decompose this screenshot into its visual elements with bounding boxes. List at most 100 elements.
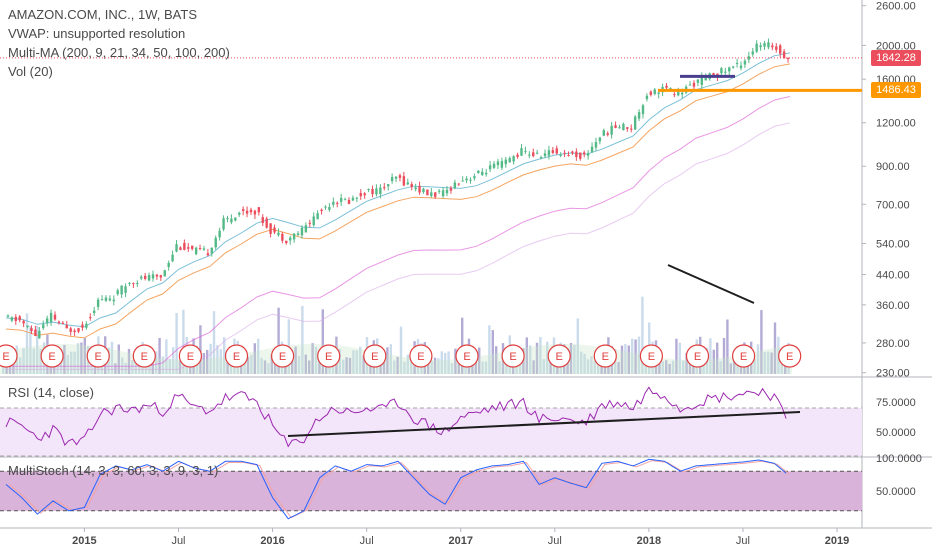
indicator-vwap-label: VWAP: unsupported resolution (8, 26, 186, 41)
volume-bar (250, 354, 253, 374)
volume-bar (369, 363, 372, 374)
candle-body (735, 62, 739, 64)
candle-body (504, 159, 507, 165)
volume-bar (314, 346, 318, 374)
candle-body (606, 133, 609, 135)
candle-body (163, 270, 166, 277)
candle-body (477, 170, 480, 173)
volume-bar (773, 322, 777, 374)
candle-body (543, 153, 547, 157)
candle-body (555, 148, 558, 154)
candle-body (575, 151, 578, 158)
volume-bar (389, 344, 392, 374)
volume-bar (127, 348, 131, 374)
volume-bar (294, 346, 297, 374)
earnings-marker (363, 344, 387, 368)
candle-body (85, 323, 88, 328)
volume-bar (70, 351, 73, 374)
candle-body (496, 161, 500, 166)
candle-body (132, 283, 135, 285)
volume-bar (481, 361, 484, 374)
volume-bar (308, 360, 311, 374)
candle-body (77, 328, 80, 332)
candle-body (151, 274, 155, 279)
indicator-multi-ma-label: Multi-MA (200, 9, 21, 34, 50, 100, 200) (8, 45, 230, 60)
candle-body (618, 127, 621, 129)
time-tick-label: 2017 (448, 535, 472, 547)
candle-body (430, 192, 433, 196)
candle-body (214, 237, 217, 248)
candle-body (296, 233, 300, 235)
rsi-tick-label: 50.0000 (876, 427, 916, 439)
candle-body (65, 325, 68, 329)
candle-body (167, 262, 170, 268)
candle-body (191, 245, 194, 249)
candle-body (418, 185, 421, 193)
earnings-marker (639, 344, 664, 368)
candle-body (508, 158, 511, 163)
earnings-marker (409, 344, 433, 368)
candle-body (641, 105, 645, 115)
candle-body (524, 150, 527, 152)
candle-body (590, 146, 594, 153)
volume-bar (131, 359, 134, 374)
volume-bar (212, 311, 216, 374)
volume-bar (484, 361, 488, 374)
candle-body (598, 137, 602, 142)
volume-bar (359, 346, 362, 374)
earnings-marker (455, 344, 479, 368)
volume-bar (430, 361, 433, 374)
volume-bar (386, 347, 389, 374)
volume-bar (226, 353, 229, 374)
candle-body (324, 206, 327, 208)
time-tick-label: Jul (171, 535, 185, 547)
candle-body (649, 91, 653, 95)
time-tick-label: 2019 (825, 535, 849, 547)
candle-body (492, 163, 496, 168)
candle-body (633, 116, 637, 130)
volume-bar (110, 341, 114, 374)
candle-body (312, 216, 315, 226)
time-tick-label: 2018 (637, 535, 661, 547)
volume-bar (668, 363, 671, 374)
volume-bar (406, 354, 409, 374)
candle-body (394, 176, 398, 179)
volume-bar (257, 338, 260, 374)
candle-body (528, 154, 531, 156)
candle-body (653, 89, 656, 95)
candle-body (677, 91, 680, 96)
earnings-marker (132, 344, 156, 368)
candle-body (218, 230, 221, 238)
candle-body (96, 299, 100, 307)
candle-body (289, 237, 292, 241)
candle-body (406, 182, 409, 185)
candle-body (500, 161, 504, 168)
volume-bar (338, 348, 341, 374)
candle-body (759, 45, 762, 48)
candle-body (108, 298, 112, 301)
volume-bar (311, 343, 314, 374)
volume-ma-area (0, 344, 792, 374)
candle-body (539, 157, 543, 159)
candle-body (116, 290, 119, 295)
candle-body (359, 193, 362, 197)
price-tick-label: 2600.00 (876, 1, 916, 13)
candle-body (81, 324, 84, 328)
candle-body (300, 227, 304, 236)
candle-body (383, 187, 386, 189)
earnings-marker (501, 344, 525, 368)
volume-bar (433, 357, 437, 374)
volume-bar (634, 339, 637, 374)
volume-bar (576, 318, 579, 374)
candle-body (516, 154, 519, 157)
volume-bar (178, 360, 182, 374)
volume-bar (161, 356, 165, 374)
volume-bar (199, 325, 202, 374)
candle-body (194, 247, 198, 255)
candle-body (34, 329, 37, 336)
volume-bar (382, 353, 386, 374)
candle-body (469, 179, 472, 181)
candle-body (692, 82, 696, 87)
